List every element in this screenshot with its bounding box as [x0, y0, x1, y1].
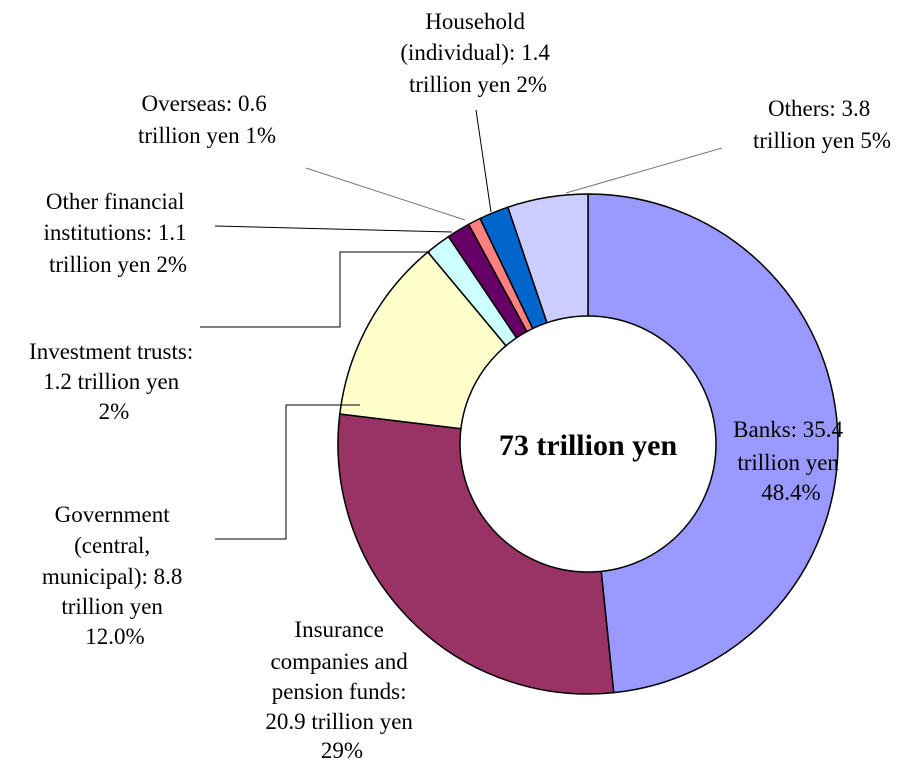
label-government-line-5: 12.0% — [85, 624, 144, 649]
leader-line-overseas — [305, 167, 466, 221]
leader-line-government — [215, 404, 360, 540]
label-household: Household (individual): 1.4 trillion yen… — [400, 9, 555, 97]
label-government-line-4: trillion yen — [61, 594, 163, 619]
label-household-line-2: (individual): 1.4 — [400, 40, 550, 65]
label-household-line-3: trillion yen 2% — [409, 72, 547, 97]
label-banks-line-2: trillion yen — [737, 450, 839, 475]
center-total-label: 73 trillion yen — [499, 429, 678, 462]
label-government-line-2: (central, — [74, 533, 150, 558]
leader-line-other-financial — [214, 225, 453, 233]
leader-lines — [200, 109, 723, 540]
label-insurance-line-1: Insurance — [294, 617, 383, 642]
label-insurance-line-4: 20.9 trillion yen — [265, 709, 413, 734]
label-insurance-line-2: companies and — [270, 649, 408, 674]
label-government: Government (central, municipal): 8.8 tri… — [42, 502, 188, 649]
label-others-line-1: Others: 3.8 — [768, 96, 870, 121]
label-banks-line-1: Banks: 35.4 — [733, 417, 843, 442]
label-household-line-1: Household — [425, 9, 525, 34]
leader-line-investment-trusts — [200, 251, 430, 328]
label-other-financial-line-1: Other financial — [46, 189, 185, 214]
donut-hole — [459, 315, 717, 573]
label-overseas-line-2: trillion yen 1% — [138, 123, 276, 148]
label-insurance-line-5: 29% — [321, 738, 363, 762]
label-investment-trusts: Investment trusts: 1.2 trillion yen 2% — [29, 339, 199, 424]
label-other-financial-line-3: trillion yen 2% — [49, 252, 187, 277]
label-insurance: Insurance companies and pension funds: 2… — [265, 617, 418, 762]
label-other-financial: Other financial institutions: 1.1 trilli… — [44, 189, 193, 277]
label-overseas-line-1: Overseas: 0.6 — [142, 91, 267, 116]
label-banks: Banks: 35.4 trillion yen 48.4% — [733, 417, 849, 505]
leader-line-household — [475, 109, 492, 213]
label-banks-line-3: 48.4% — [761, 480, 820, 505]
label-other-financial-line-2: institutions: 1.1 — [44, 220, 187, 245]
leader-line-others — [565, 147, 723, 194]
label-others: Others: 3.8 trillion yen 5% — [753, 96, 891, 153]
label-investment-trusts-line-1: Investment trusts: — [29, 339, 193, 364]
label-insurance-line-3: pension funds: — [272, 679, 407, 704]
label-investment-trusts-line-2: 1.2 trillion yen — [43, 369, 180, 394]
label-others-line-2: trillion yen 5% — [753, 128, 891, 153]
label-overseas: Overseas: 0.6 trillion yen 1% — [138, 91, 276, 148]
label-investment-trusts-line-3: 2% — [99, 399, 130, 424]
label-government-line-1: Government — [55, 502, 171, 527]
label-government-line-3: municipal): 8.8 — [42, 564, 183, 589]
